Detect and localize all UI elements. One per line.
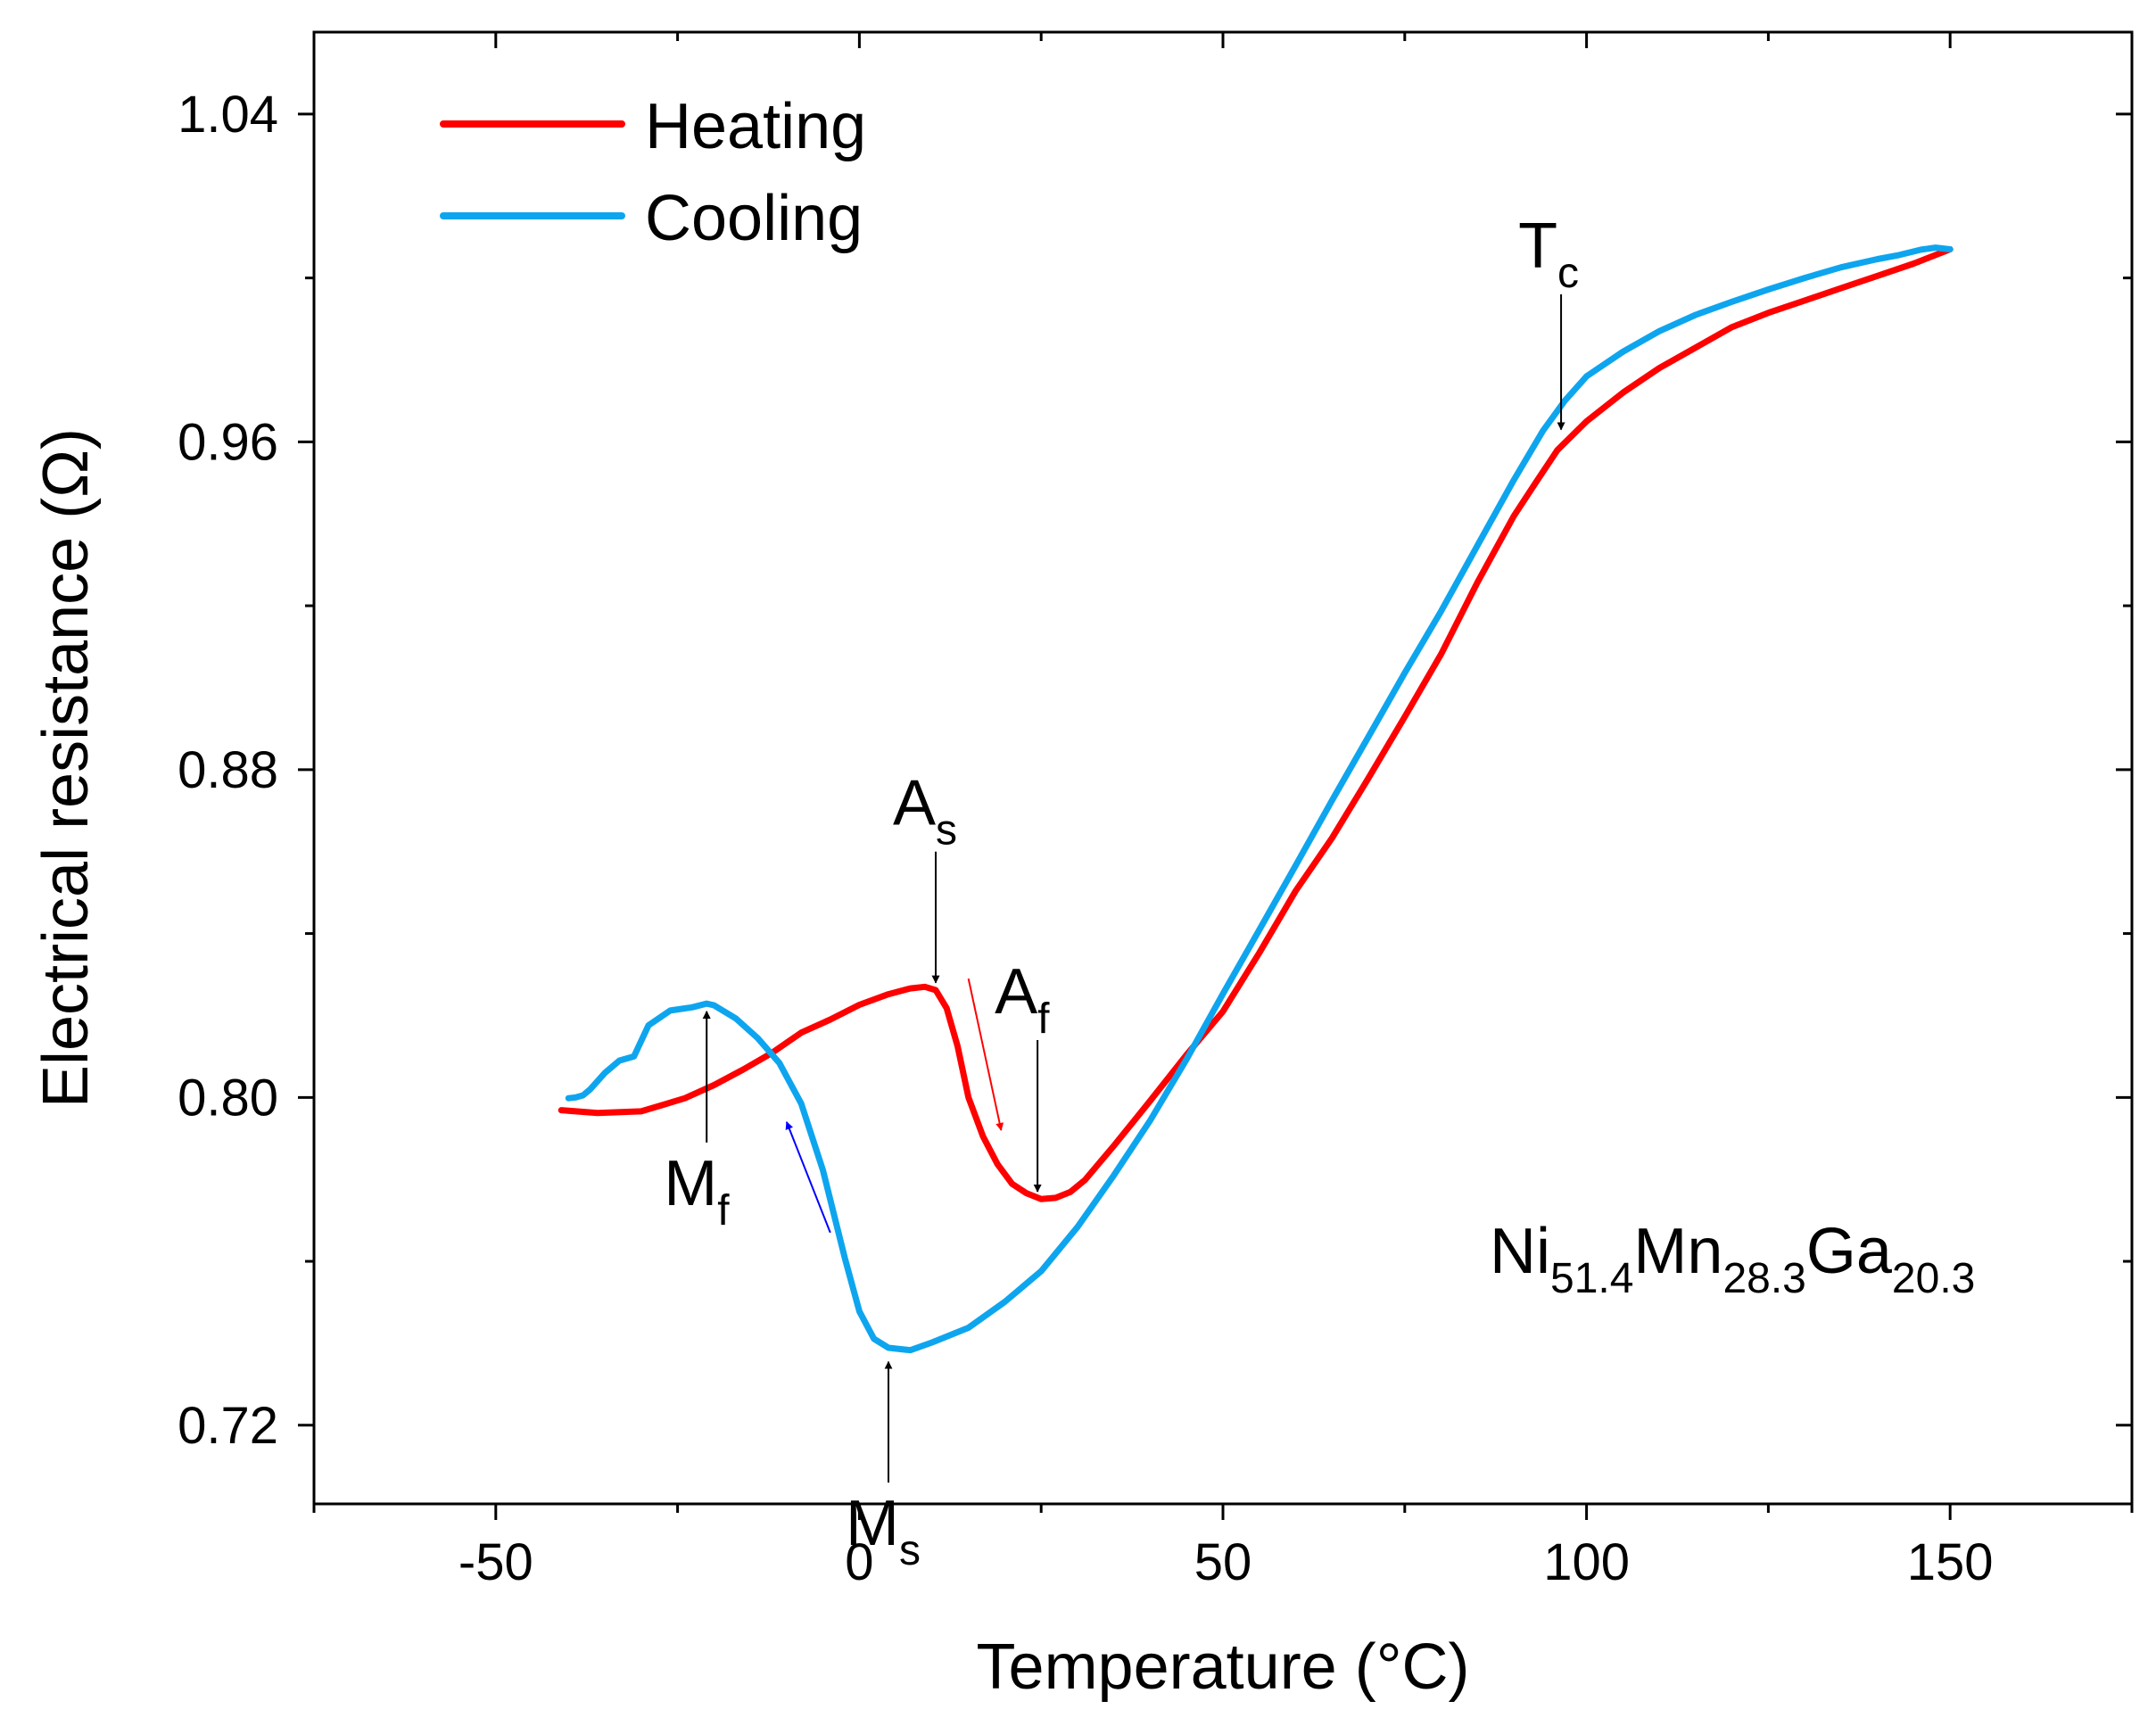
y-tick-label-3: 0.96 [178, 413, 278, 471]
y-tick-label-1: 0.80 [178, 1069, 278, 1127]
axis-tick-labels: -50 0 50 100 150 0.72 0.80 0.88 0.96 1.04 [178, 86, 1993, 1591]
annotation-label-ms: Ms [846, 1488, 921, 1574]
alloy-formula: Ni51.4Mn28.3Ga20.3 [1490, 1216, 1975, 1302]
annotation-label-as: As [893, 768, 957, 855]
y-axis-title: Electrical resistance (Ω) [30, 428, 102, 1108]
series-lines [558, 244, 1954, 1354]
x-axis-title: Temperature (°C) [977, 1631, 1470, 1703]
legend-heating-label: Heating [645, 91, 866, 162]
formula-sub-mn: 28.3 [1722, 1255, 1805, 1302]
series-line-heating [558, 246, 1954, 1202]
x-tick-label-0: -50 [458, 1533, 533, 1591]
series-line-cooling [565, 244, 1954, 1354]
x-tick-label-1: 0 [845, 1533, 873, 1591]
x-tick-label-3: 100 [1543, 1533, 1630, 1591]
legend: Heating Cooling [440, 91, 866, 254]
x-tick-label-2: 50 [1194, 1533, 1252, 1591]
y-tick-label-0: 0.72 [178, 1397, 278, 1455]
direction-arrow-heating [967, 978, 1004, 1131]
formula-sub-ga: 20.3 [1892, 1255, 1975, 1302]
annotation-label-mf: Mf [664, 1148, 730, 1235]
annotation-label-af: Af [995, 956, 1050, 1043]
formula-sub-ni: 51.4 [1550, 1255, 1633, 1302]
formula-element-ga: Ga [1806, 1216, 1893, 1287]
direction-arrow-cooling [785, 1121, 831, 1234]
legend-cooling-label: Cooling [645, 183, 863, 254]
annotations: As Af Mf Ms Tc [664, 211, 1579, 1574]
axis-ticks [298, 32, 2134, 1520]
x-tick-label-4: 150 [1907, 1533, 1994, 1591]
formula-element-ni: Ni [1490, 1216, 1550, 1287]
y-tick-label-2: 0.88 [178, 741, 278, 799]
formula-element-mn: Mn [1633, 1216, 1722, 1287]
y-tick-label-4: 1.04 [178, 86, 278, 144]
annotation-label-tc: Tc [1518, 211, 1579, 297]
